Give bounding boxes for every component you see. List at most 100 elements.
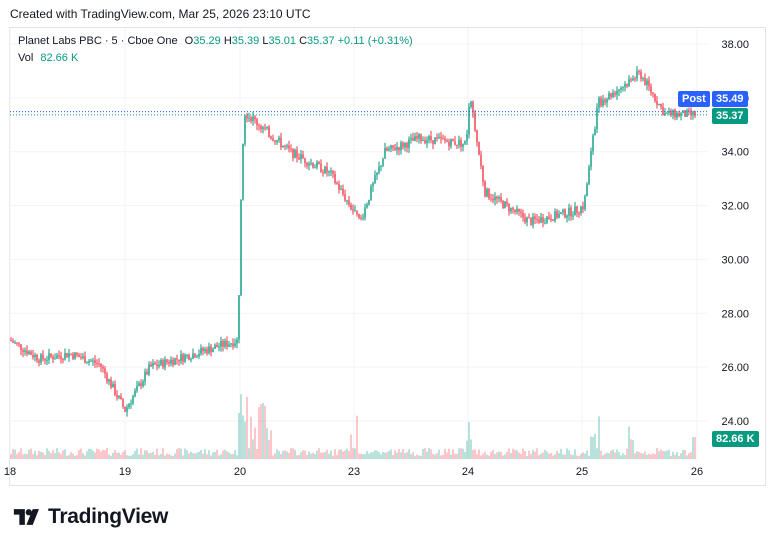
- candle-body: [52, 356, 54, 360]
- volume-bar: [118, 452, 120, 459]
- candle: [622, 86, 624, 92]
- symbol-label[interactable]: Planet Labs PBC · 5 · Cboe One: [18, 35, 178, 47]
- candle-body: [348, 200, 350, 205]
- candle: [568, 203, 570, 221]
- volume-bar: [82, 453, 84, 459]
- volume-bar: [568, 450, 570, 459]
- candle: [576, 205, 578, 217]
- candle-body: [694, 111, 696, 116]
- ohlc-legend: Planet Labs PBC · 5 · Cboe One O35.29 H3…: [18, 35, 413, 47]
- volume-bar: [94, 452, 96, 459]
- candle-body: [400, 142, 402, 151]
- candle: [460, 137, 462, 152]
- candle: [512, 206, 514, 214]
- candle: [280, 132, 282, 151]
- volume-bar: [100, 451, 102, 459]
- candle-body: [290, 148, 292, 150]
- candle-body: [188, 354, 190, 360]
- candle-body: [586, 183, 588, 197]
- candle-body: [26, 350, 28, 355]
- volume-bar: [686, 455, 688, 459]
- candle-body: [42, 354, 44, 360]
- x-tick-label: 18: [4, 466, 16, 478]
- candle-body: [552, 219, 554, 221]
- candle: [478, 141, 480, 156]
- candle: [14, 340, 16, 345]
- candle-body: [90, 360, 92, 362]
- candle: [282, 145, 284, 148]
- candle: [434, 137, 436, 145]
- post-label-tag: Post: [678, 91, 710, 107]
- candle: [332, 169, 334, 179]
- candle-body: [588, 167, 590, 184]
- candle-body: [148, 364, 150, 375]
- volume-bar: [496, 452, 498, 459]
- time-axis: 18 19 20 23 24 25 26: [4, 466, 703, 478]
- candle-body: [80, 357, 82, 359]
- volume-bar: [146, 450, 148, 459]
- candle: [514, 209, 516, 215]
- candle: [284, 144, 286, 151]
- candle: [290, 144, 292, 153]
- candle-body: [386, 147, 388, 151]
- candle-body: [350, 204, 352, 210]
- candle-body: [96, 363, 98, 365]
- volume-bar: [320, 452, 322, 459]
- candle-body: [576, 206, 578, 213]
- candle: [100, 363, 102, 373]
- candle-body: [322, 172, 324, 174]
- candle-body: [256, 119, 258, 126]
- candle: [58, 350, 60, 360]
- candle-body: [104, 368, 106, 374]
- candle: [192, 348, 194, 360]
- volume-bar: [462, 448, 464, 459]
- candle-body: [394, 147, 396, 151]
- candle-body: [630, 79, 632, 81]
- candle-body: [460, 139, 462, 147]
- high-label: H: [223, 35, 232, 47]
- volume-bar: [282, 450, 284, 459]
- candle: [556, 208, 558, 220]
- candle: [380, 164, 382, 172]
- candle-body: [538, 219, 540, 223]
- volume-bar: [684, 449, 686, 459]
- volume-bar: [642, 453, 644, 459]
- candle-body: [230, 343, 232, 345]
- y-tick-label: 34.00: [721, 147, 749, 159]
- volume-bar: [562, 454, 564, 459]
- candle: [146, 368, 148, 376]
- volume-bar: [294, 449, 296, 459]
- candle: [400, 140, 402, 155]
- candle-body: [202, 347, 204, 352]
- candle: [214, 343, 216, 349]
- candle: [624, 80, 626, 92]
- volume-bar: [484, 451, 486, 459]
- tradingview-brand[interactable]: TradingView: [12, 505, 168, 529]
- volume-bar: [644, 451, 646, 459]
- candle: [196, 354, 198, 358]
- candle: [442, 134, 444, 140]
- candle: [50, 353, 52, 359]
- candle-body: [112, 383, 114, 388]
- candle-body: [642, 78, 644, 80]
- candle: [132, 394, 134, 406]
- candle: [656, 96, 658, 109]
- candle: [688, 107, 690, 115]
- volume-bar: [508, 448, 510, 459]
- volume-bar: [110, 455, 112, 459]
- candle: [76, 352, 78, 358]
- candle-body: [468, 106, 470, 135]
- candle-body: [598, 97, 600, 108]
- candle-body: [216, 345, 218, 348]
- candle: [180, 350, 182, 365]
- candle-body: [326, 166, 328, 173]
- volume-bar: [262, 403, 264, 459]
- candle: [200, 344, 202, 356]
- candle-body: [250, 117, 252, 121]
- candle: [34, 352, 36, 362]
- volume-bar: [144, 450, 146, 459]
- candle: [124, 406, 126, 413]
- volume-bar: [246, 396, 248, 459]
- candle: [316, 160, 318, 170]
